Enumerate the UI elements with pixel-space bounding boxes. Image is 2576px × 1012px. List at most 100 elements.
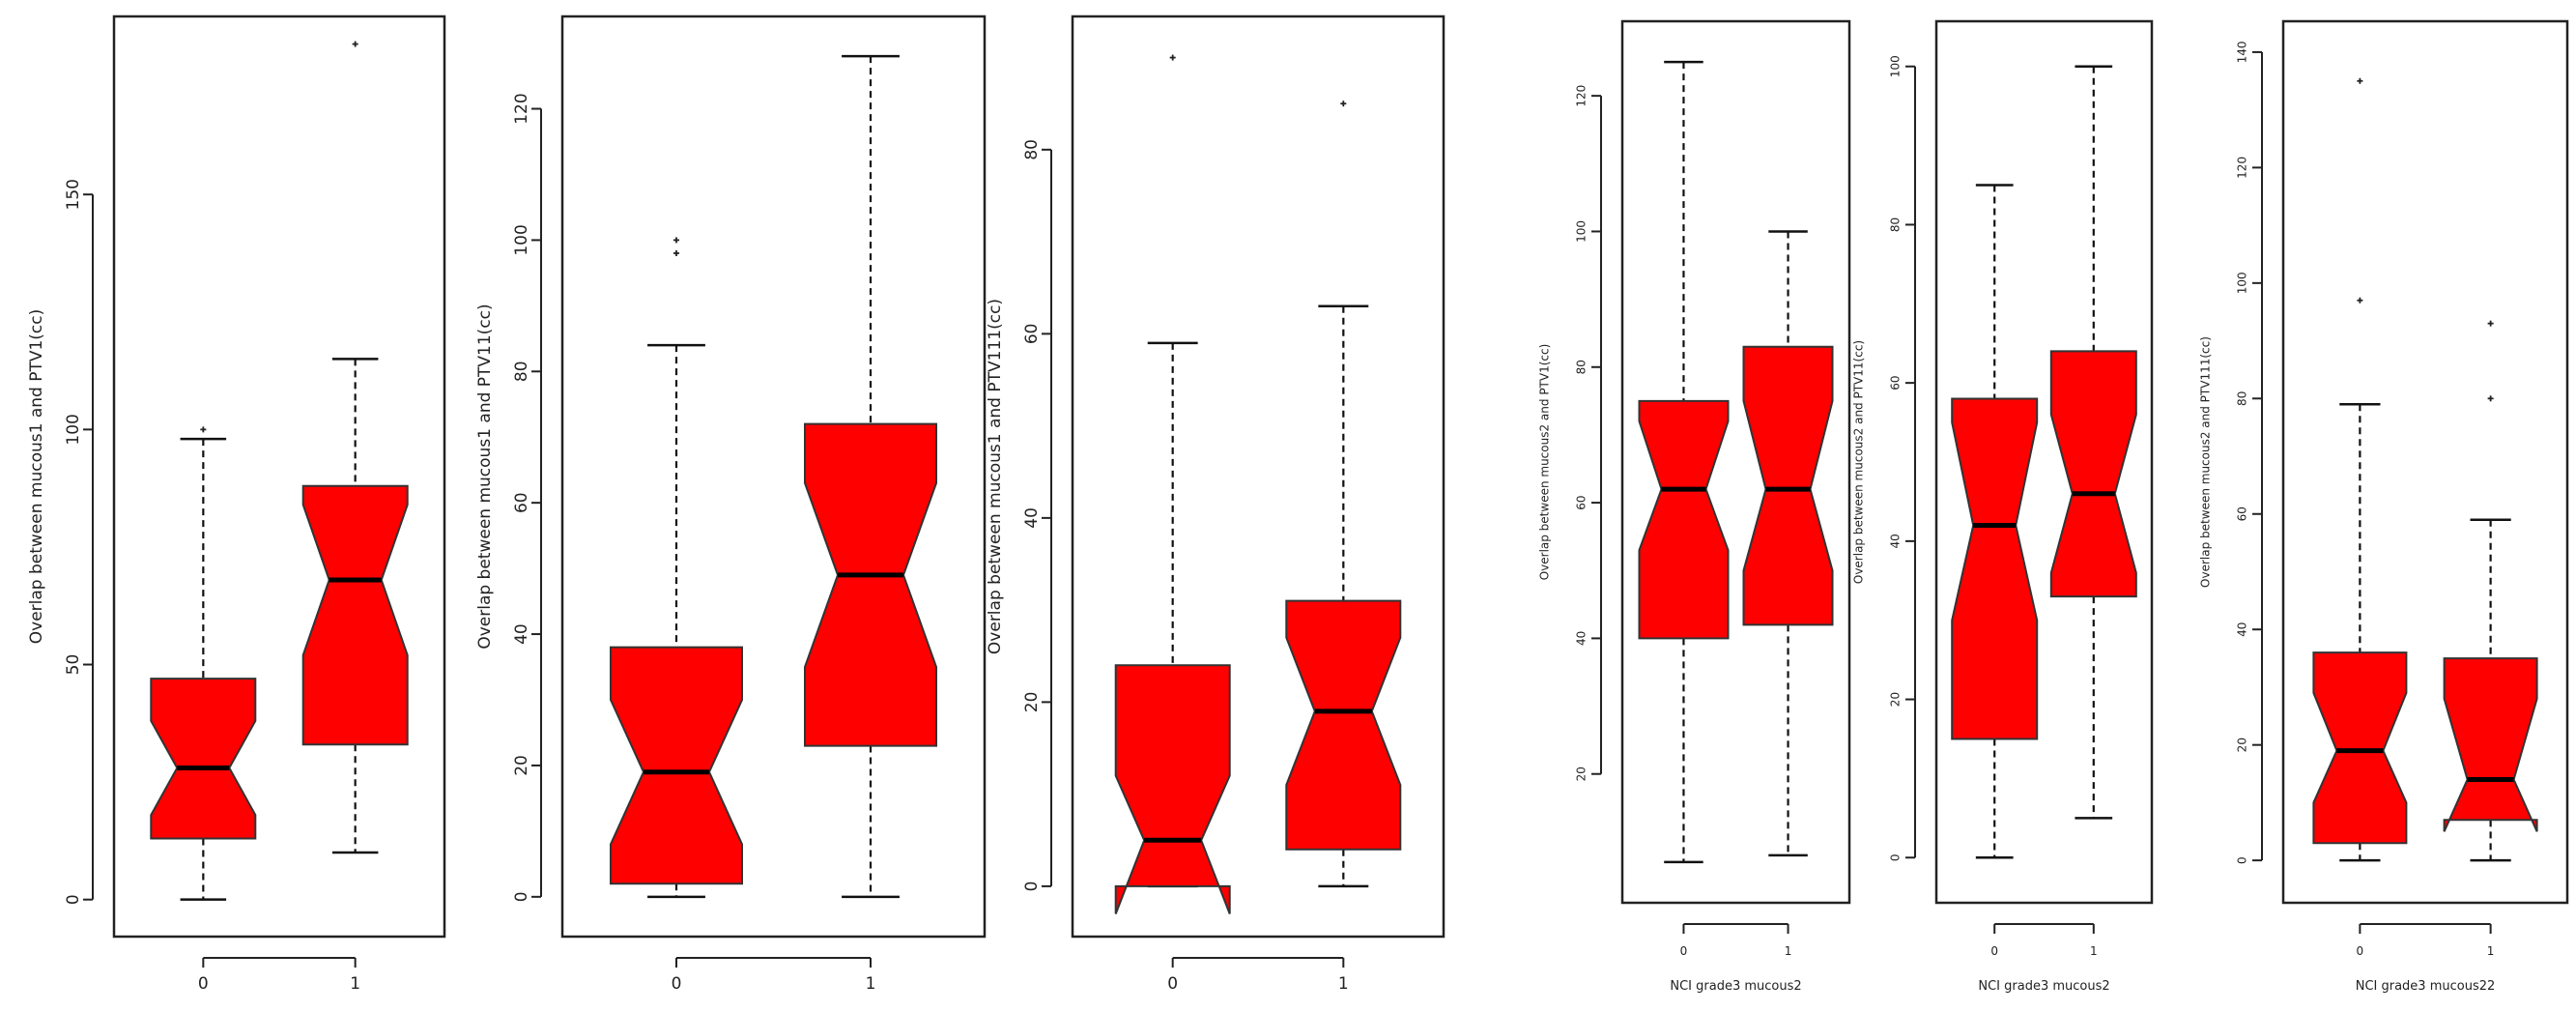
notched-box bbox=[1114, 664, 1231, 914]
x-tick-label: 1 bbox=[1785, 944, 1792, 958]
boxplot-panel-6: 0 20 40 60 80 100 120 140 Overlap between mucous… bbox=[2199, 19, 2569, 994]
y-axis-label: Overlap between mucous2 and PTV111(cc) bbox=[2199, 336, 2213, 588]
y-tick-label: 40 bbox=[1022, 507, 1042, 529]
y-tick-label: 100 bbox=[1575, 220, 1589, 243]
notched-box bbox=[1285, 599, 1402, 851]
y-tick-label: 60 bbox=[512, 492, 531, 513]
notched-box bbox=[1638, 399, 1730, 640]
outlier-point bbox=[1169, 54, 1176, 61]
y-tick-label: 20 bbox=[1575, 766, 1589, 781]
y-tick-label: 0 bbox=[64, 894, 83, 905]
x-tick-label: 1 bbox=[350, 974, 360, 994]
outlier-point bbox=[352, 41, 358, 47]
y-axis-label: Overlap between mucous2 and PTV11(cc) bbox=[1852, 340, 1866, 584]
x-tick-label: 0 bbox=[1990, 944, 1998, 958]
box-group-0 bbox=[150, 426, 257, 901]
outlier-point bbox=[200, 426, 207, 433]
y-tick-label: 120 bbox=[1575, 85, 1589, 107]
box-group-1 bbox=[804, 54, 937, 899]
box-group-0 bbox=[1114, 54, 1231, 914]
y-tick-label: 40 bbox=[2236, 622, 2249, 637]
x-axis-label: NCI grade3 mucous22 bbox=[2356, 979, 2496, 994]
outlier-point bbox=[673, 250, 679, 256]
plot-frame bbox=[1620, 19, 1851, 905]
plot-frame bbox=[112, 14, 446, 939]
plot-frame bbox=[2281, 19, 2569, 905]
y-axis-label: Overlap between mucous1 and PTV111(cc) bbox=[986, 299, 1005, 654]
box-group-1 bbox=[301, 41, 409, 854]
plot-frame bbox=[1071, 14, 1445, 939]
y-tick-label: 0 bbox=[1022, 881, 1042, 891]
y-tick-label: 20 bbox=[512, 755, 531, 776]
y-axis-label: Overlap between mucous1 and PTV11(cc) bbox=[475, 304, 495, 649]
box-group-0 bbox=[2312, 77, 2408, 862]
box-group-0 bbox=[1951, 184, 2039, 859]
y-tick-label: 150 bbox=[64, 179, 83, 210]
outlier-point bbox=[1340, 101, 1347, 107]
notched-box bbox=[2049, 350, 2137, 598]
boxplot-panel-1: 0 50 100 150 Overlap between mucous1 and PTV… bbox=[27, 14, 446, 1012]
box-group-1 bbox=[2443, 320, 2538, 862]
x-tick-label: 1 bbox=[2090, 944, 2098, 958]
y-tick-label: 100 bbox=[1889, 55, 1903, 77]
y-tick-label: 20 bbox=[1022, 692, 1042, 713]
notched-box bbox=[2443, 657, 2538, 832]
x-tick-label: 1 bbox=[2487, 944, 2495, 958]
x-axis-label: NCI grade3 mucous2 bbox=[1978, 979, 2109, 994]
notched-box bbox=[150, 678, 257, 840]
box-group-1 bbox=[1742, 230, 1834, 857]
notched-box bbox=[301, 484, 409, 746]
outlier-point bbox=[2357, 297, 2363, 304]
y-tick-label: 100 bbox=[2236, 272, 2249, 294]
plot-frame bbox=[1934, 19, 2154, 905]
x-tick-label: 1 bbox=[866, 974, 876, 994]
y-axis-label: Overlap between mucous2 and PTV1(cc) bbox=[1538, 344, 1552, 581]
y-tick-label: 40 bbox=[512, 623, 531, 645]
y-tick-label: 80 bbox=[2236, 391, 2249, 406]
outlier-point bbox=[673, 237, 679, 244]
y-tick-label: 140 bbox=[2236, 41, 2249, 63]
outlier-point bbox=[2357, 77, 2363, 84]
y-tick-label: 50 bbox=[64, 654, 83, 676]
y-tick-label: 80 bbox=[1889, 217, 1903, 232]
y-tick-label: 0 bbox=[2236, 856, 2249, 864]
notched-box bbox=[610, 646, 743, 885]
y-tick-label: 60 bbox=[2236, 506, 2249, 521]
box-group-0 bbox=[610, 237, 743, 899]
y-tick-label: 60 bbox=[1022, 324, 1042, 345]
notched-box bbox=[1951, 397, 2039, 740]
plot-frame bbox=[560, 14, 987, 939]
notched-box bbox=[2312, 651, 2408, 845]
y-tick-label: 80 bbox=[1022, 139, 1042, 160]
y-tick-label: 120 bbox=[512, 93, 531, 124]
y-tick-label: 80 bbox=[512, 361, 531, 382]
outlier-point bbox=[2487, 320, 2494, 327]
x-tick-label: 0 bbox=[1680, 944, 1688, 958]
y-tick-label: 60 bbox=[1575, 495, 1589, 509]
boxplot-panel-2: 0 20 40 60 80 100 120 Overlap between mucous1 a… bbox=[475, 14, 987, 1012]
y-tick-label: 0 bbox=[1889, 853, 1903, 861]
x-tick-label: 0 bbox=[198, 974, 209, 994]
x-tick-label: 0 bbox=[672, 974, 682, 994]
x-tick-label: 1 bbox=[1338, 974, 1349, 994]
notched-box bbox=[804, 422, 937, 747]
x-tick-label: 0 bbox=[1167, 974, 1178, 994]
y-tick-label: 0 bbox=[512, 891, 531, 902]
boxplot-panel-3: 0 20 40 60 80 Overlap between mucous1 and PTV… bbox=[986, 14, 1445, 1012]
y-tick-label: 100 bbox=[512, 224, 531, 255]
outlier-point bbox=[2487, 395, 2494, 402]
x-axis-label: NCI grade3 mucous2 bbox=[1670, 979, 1801, 994]
box-group-1 bbox=[2049, 65, 2137, 820]
y-tick-label: 60 bbox=[1889, 376, 1903, 390]
y-tick-label: 100 bbox=[64, 414, 83, 445]
notched-box bbox=[1742, 345, 1834, 626]
y-tick-label: 40 bbox=[1575, 631, 1589, 646]
y-axis-label: Overlap between mucous1 and PTV1(cc) bbox=[27, 309, 46, 645]
y-tick-label: 20 bbox=[1889, 692, 1903, 707]
box-group-1 bbox=[1285, 101, 1402, 888]
y-tick-label: 120 bbox=[2236, 157, 2249, 179]
y-tick-label: 40 bbox=[1889, 534, 1903, 548]
boxplot-panel-5: 0 20 40 60 80 100 Overlap between mucous2 and … bbox=[1852, 19, 2154, 994]
